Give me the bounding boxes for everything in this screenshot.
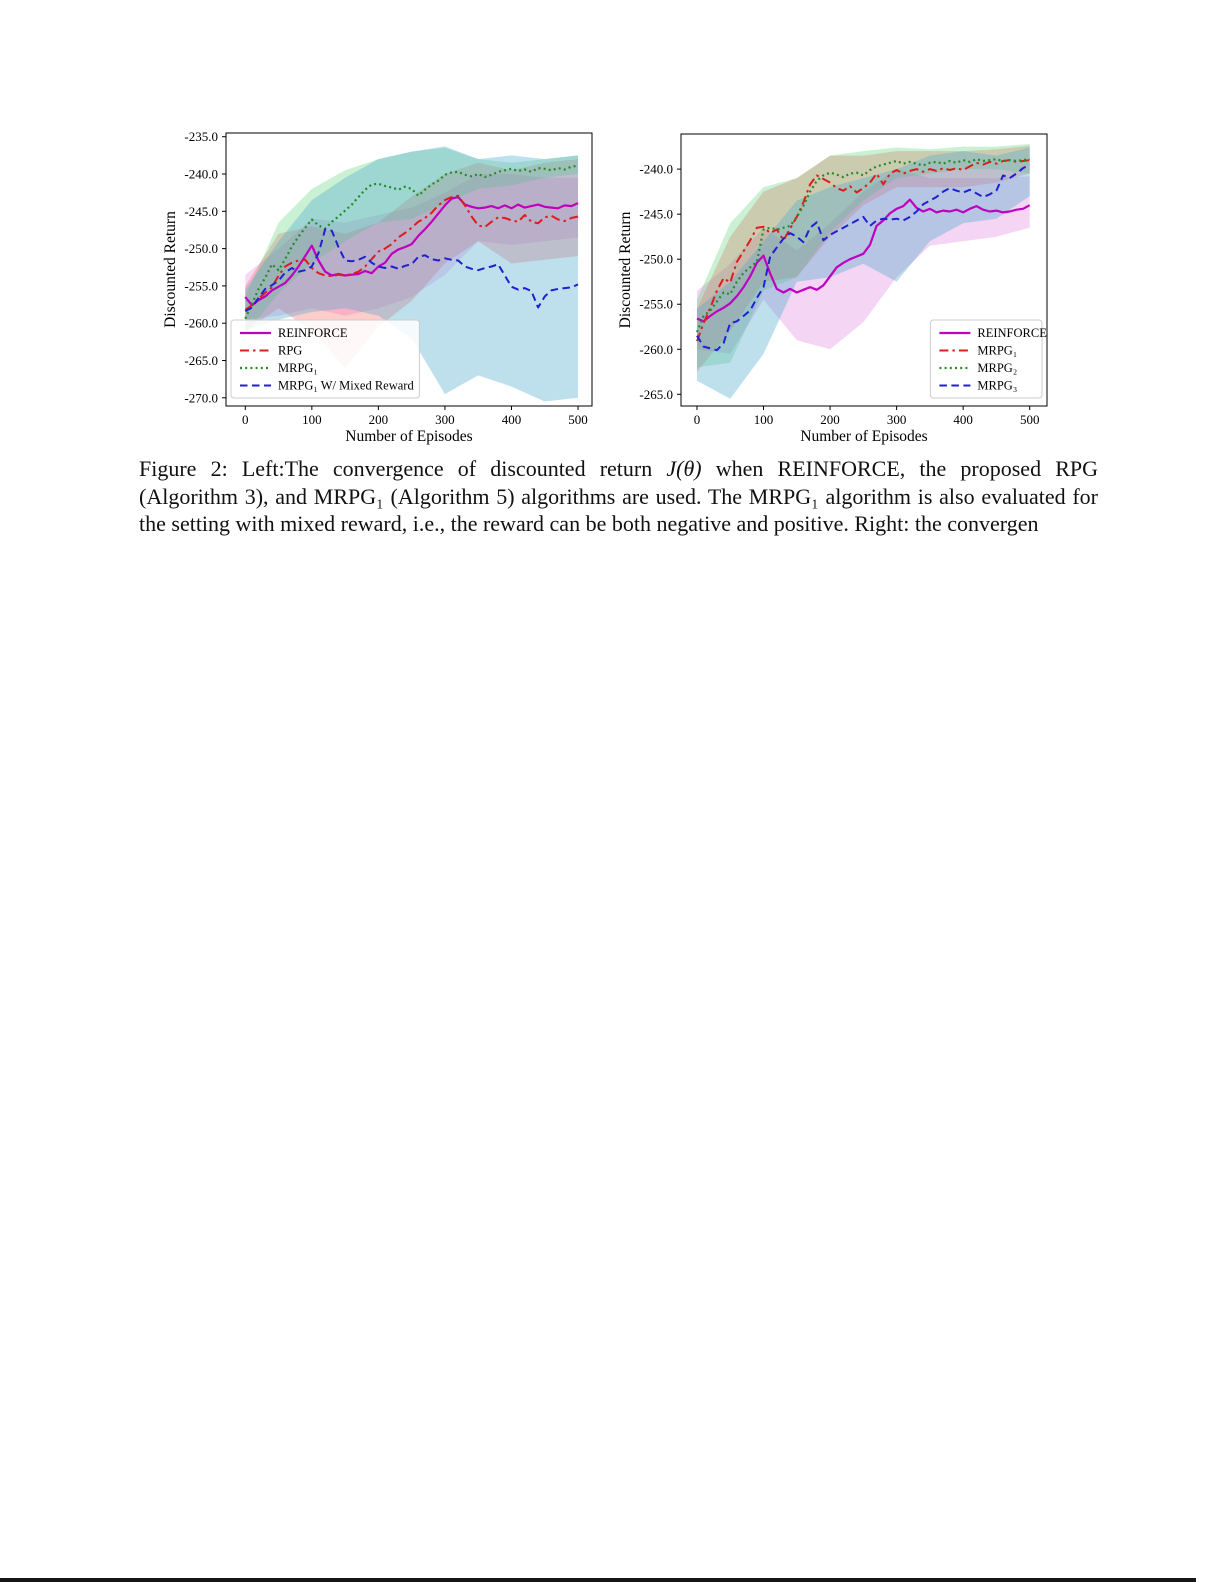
line-RPG	[244, 194, 579, 311]
x-axis-label: Number of Episodes	[345, 428, 472, 445]
y-tick-label: -240.0	[184, 167, 218, 182]
x-tick-label: 0	[242, 412, 249, 427]
x-tick-label: 500	[1020, 412, 1040, 427]
band-REINFORCE	[245, 174, 579, 320]
legend-label: RPG	[278, 344, 302, 358]
legend-label: MRPG₃	[977, 379, 1017, 393]
x-tick-label: 200	[820, 412, 840, 427]
band-MRPG₁	[697, 145, 1030, 372]
line-REINFORCE	[244, 195, 579, 307]
y-tick-label: -245.0	[184, 204, 218, 219]
plot-frame	[680, 133, 1048, 407]
y-tick-label: -255.0	[184, 278, 218, 293]
line-REINFORCE	[696, 198, 1031, 323]
line-MRPG₂	[695, 158, 1030, 333]
band-MRPG₂	[697, 143, 1030, 368]
x-axis: 0 100 200 300 400 500	[694, 406, 1040, 427]
legend-label: REINFORCE	[977, 326, 1047, 340]
x-tick-label: 100	[754, 412, 774, 427]
x-tick-label: 500	[568, 412, 588, 427]
x-axis-label: Number of Episodes	[800, 428, 927, 445]
y-axis-label: Discounted Return	[617, 211, 634, 328]
confidence-bands	[245, 146, 579, 402]
legend-box	[230, 319, 420, 399]
caption-text-lead: Figure 2: Left:The convergence of discou…	[139, 456, 667, 481]
y-tick-label: -270.0	[184, 390, 218, 405]
y-axis-label: Discounted Return	[162, 211, 179, 328]
legend-label: MRPG₂	[977, 361, 1017, 375]
x-tick-label: 100	[302, 412, 322, 427]
y-tick-label: -265.0	[639, 387, 673, 402]
band-MRPG₁ W/ Mixed Reward	[245, 146, 579, 402]
legend-label: MRPG₁ W/ Mixed Reward	[278, 379, 414, 393]
x-tick-label: 400	[953, 412, 973, 427]
y-tick-label: -265.0	[184, 353, 218, 368]
y-tick-label: -260.0	[184, 316, 218, 331]
figure-caption: Figure 2: Left:The convergence of discou…	[139, 455, 1098, 538]
chart-right: -240.0 -245.0 -250.0 -255.0 -260.0 -265.0 0 100…	[617, 133, 1048, 445]
y-tick-label: -255.0	[639, 297, 673, 312]
y-axis: -235.0 -240.0 -245.0 -250.0 -255.0 -260.0 -265…	[184, 129, 226, 405]
line-MRPG₁ W/ Mixed Reward	[244, 228, 579, 313]
y-tick-label: -240.0	[639, 162, 673, 177]
y-tick-label: -235.0	[184, 129, 218, 144]
line-MRPG₃	[696, 163, 1031, 352]
y-axis: -240.0 -245.0 -250.0 -255.0 -260.0 -265.0	[639, 162, 681, 402]
x-axis: 0 100 200 300 400 500	[242, 406, 588, 427]
band-REINFORCE	[697, 169, 1030, 354]
band-RPG	[245, 159, 579, 368]
x-tick-label: 200	[369, 412, 389, 427]
y-tick-label: -250.0	[639, 252, 673, 267]
legend: REINFORCE MRPG₁ MRPG₂ MRPG₃	[929, 319, 1047, 399]
x-tick-label: 300	[435, 412, 455, 427]
series-lines	[695, 158, 1031, 352]
x-tick-label: 300	[887, 412, 907, 427]
x-tick-label: 400	[502, 412, 521, 427]
y-tick-label: -250.0	[184, 241, 218, 256]
page-bottom-rule	[0, 1578, 1196, 1582]
legend-label: MRPG₁	[278, 361, 318, 375]
caption-text-rest: when REINFORCE, the proposed RPG (Algori…	[139, 456, 1098, 537]
chart-left: -235.0 -240.0 -245.0 -250.0 -255.0 -260.0 -265…	[162, 129, 593, 445]
x-tick-label: 0	[694, 412, 701, 427]
plot-frame	[225, 132, 593, 407]
caption-math-j-theta: J(θ)	[666, 456, 702, 481]
band-MRPG₁	[245, 147, 579, 335]
legend-box	[929, 319, 1043, 399]
legend-label: MRPG₁	[977, 344, 1017, 358]
y-tick-label: -245.0	[639, 207, 673, 222]
legend: REINFORCE RPG MRPG₁ MRPG₁ W/ Mixed Reward	[230, 319, 420, 399]
series-lines	[244, 164, 579, 320]
legend-label: REINFORCE	[278, 326, 348, 340]
y-tick-label: -260.0	[639, 342, 673, 357]
